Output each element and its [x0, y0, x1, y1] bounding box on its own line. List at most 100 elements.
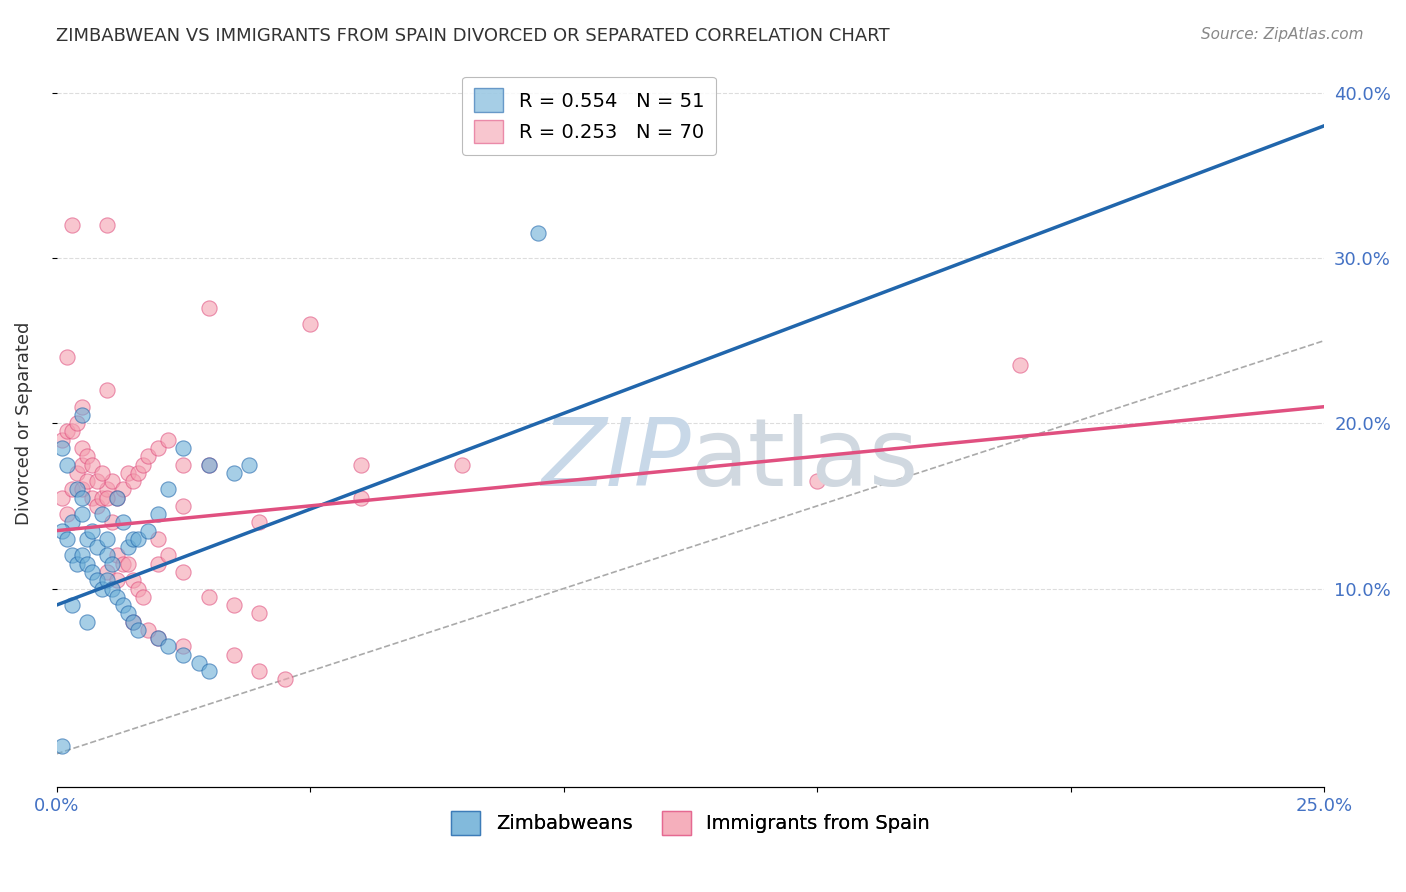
Point	[157, 483, 180, 497]
Point	[51, 491, 73, 505]
Point	[806, 474, 828, 488]
Point	[86, 540, 108, 554]
Point	[101, 557, 124, 571]
Point	[55, 532, 77, 546]
Point	[117, 607, 139, 621]
Point	[51, 739, 73, 753]
Point	[96, 218, 118, 232]
Point	[76, 557, 98, 571]
Point	[136, 524, 159, 538]
Point	[187, 656, 209, 670]
Point	[55, 507, 77, 521]
Point	[111, 598, 134, 612]
Text: Source: ZipAtlas.com: Source: ZipAtlas.com	[1201, 27, 1364, 42]
Point	[66, 466, 89, 480]
Point	[76, 474, 98, 488]
Point	[82, 565, 104, 579]
Point	[117, 557, 139, 571]
Point	[117, 466, 139, 480]
Point	[51, 524, 73, 538]
Point	[132, 590, 155, 604]
Point	[60, 218, 83, 232]
Text: ZIMBABWEAN VS IMMIGRANTS FROM SPAIN DIVORCED OR SEPARATED CORRELATION CHART: ZIMBABWEAN VS IMMIGRANTS FROM SPAIN DIVO…	[56, 27, 890, 45]
Point	[70, 491, 93, 505]
Point	[197, 301, 219, 315]
Point	[527, 226, 550, 240]
Point	[172, 565, 194, 579]
Point	[249, 607, 271, 621]
Point	[55, 350, 77, 364]
Point	[172, 648, 194, 662]
Text: atlas: atlas	[690, 414, 918, 506]
Point	[70, 441, 93, 455]
Point	[55, 458, 77, 472]
Point	[132, 458, 155, 472]
Point	[1010, 359, 1032, 373]
Point	[238, 458, 260, 472]
Point	[111, 516, 134, 530]
Point	[107, 491, 129, 505]
Point	[82, 491, 104, 505]
Point	[51, 433, 73, 447]
Point	[96, 491, 118, 505]
Point	[101, 516, 124, 530]
Text: ZIP: ZIP	[541, 414, 690, 505]
Legend: Zimbabweans, Immigrants from Spain: Zimbabweans, Immigrants from Spain	[443, 804, 938, 843]
Point	[197, 458, 219, 472]
Point	[66, 557, 89, 571]
Point	[299, 317, 322, 331]
Point	[121, 615, 143, 629]
Point	[127, 623, 149, 637]
Point	[82, 458, 104, 472]
Point	[60, 516, 83, 530]
Point	[451, 458, 474, 472]
Point	[146, 507, 169, 521]
Point	[96, 573, 118, 587]
Point	[121, 615, 143, 629]
Point	[60, 549, 83, 563]
Point	[91, 491, 114, 505]
Point	[224, 598, 246, 612]
Point	[121, 573, 143, 587]
Point	[91, 466, 114, 480]
Point	[91, 582, 114, 596]
Point	[224, 648, 246, 662]
Point	[101, 582, 124, 596]
Point	[66, 416, 89, 430]
Point	[249, 516, 271, 530]
Point	[121, 474, 143, 488]
Point	[107, 491, 129, 505]
Point	[96, 532, 118, 546]
Point	[127, 582, 149, 596]
Point	[146, 532, 169, 546]
Point	[197, 590, 219, 604]
Point	[111, 557, 134, 571]
Point	[76, 450, 98, 464]
Point	[101, 474, 124, 488]
Point	[66, 483, 89, 497]
Point	[350, 491, 373, 505]
Y-axis label: Divorced or Separated: Divorced or Separated	[15, 321, 32, 524]
Point	[70, 400, 93, 414]
Point	[107, 549, 129, 563]
Point	[146, 631, 169, 645]
Point	[70, 507, 93, 521]
Point	[86, 573, 108, 587]
Point	[76, 615, 98, 629]
Point	[51, 441, 73, 455]
Point	[121, 532, 143, 546]
Point	[82, 524, 104, 538]
Point	[86, 474, 108, 488]
Point	[55, 425, 77, 439]
Point	[96, 565, 118, 579]
Point	[107, 590, 129, 604]
Point	[76, 532, 98, 546]
Point	[111, 483, 134, 497]
Point	[70, 458, 93, 472]
Point	[172, 441, 194, 455]
Point	[157, 640, 180, 654]
Point	[274, 673, 297, 687]
Point	[136, 623, 159, 637]
Point	[224, 466, 246, 480]
Point	[96, 383, 118, 397]
